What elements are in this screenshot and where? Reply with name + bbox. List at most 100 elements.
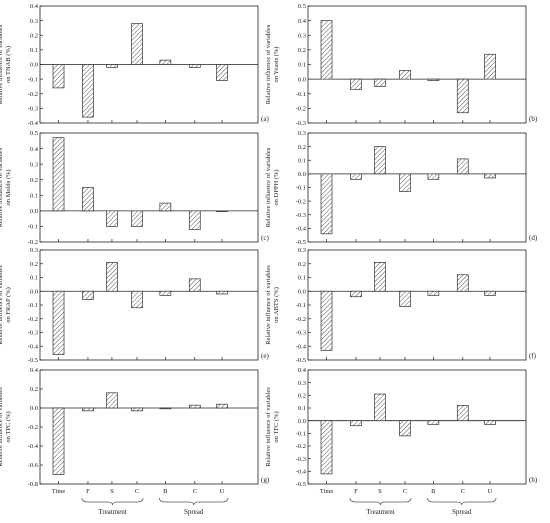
y-tick-label: -0.3 xyxy=(296,330,306,337)
y-tick-label: 0.2 xyxy=(298,393,306,400)
plot-frame xyxy=(307,369,527,485)
y-tick-label: -0.2 xyxy=(28,424,38,431)
group-brace xyxy=(427,497,497,506)
y-tick-label: 0.0 xyxy=(30,288,38,295)
y-tick-label: -0.1 xyxy=(296,185,306,192)
bar-f-1 xyxy=(82,290,94,300)
y-tick-label: 0.2 xyxy=(298,261,306,268)
y-tick-label: 0.1 xyxy=(30,275,38,282)
bar-b-4 xyxy=(427,420,440,425)
y-tick-label: -0.4 xyxy=(28,443,39,450)
bar-c-3 xyxy=(399,290,411,307)
y-tick-label: -0.2 xyxy=(296,198,306,205)
y-tick-label: -0.2 xyxy=(296,443,306,450)
y-tick-label: 0.3 xyxy=(30,18,38,25)
x-axis-right: Time F S C B C U Treatment Spread xyxy=(320,488,497,516)
y-tick-label: 0.3 xyxy=(298,130,306,137)
panel-letter: (a) xyxy=(261,115,269,123)
y-tick-label: -0.2 xyxy=(28,316,38,323)
y-tick-label: 0.5 xyxy=(30,130,38,137)
bar-c-5 xyxy=(456,405,469,422)
bar-s-2 xyxy=(374,78,386,87)
bar-time-0 xyxy=(52,290,65,355)
panel-letter: (h) xyxy=(529,476,538,484)
plot-frame xyxy=(307,132,527,243)
x-axis-left: Time F S C B C U Treatment Spread xyxy=(52,488,229,516)
bar-time-0 xyxy=(52,64,65,89)
y-tick-label: 0.3 xyxy=(298,380,306,387)
category-label: C xyxy=(403,488,407,495)
y-tick-label: -0.2 xyxy=(28,91,38,98)
bar-c-5 xyxy=(188,404,201,409)
y-tick-label: 0.2 xyxy=(30,32,38,39)
y-tick-label: 0.4 xyxy=(30,146,39,153)
y-axis-label: on TNAB (%) xyxy=(5,46,12,83)
y-tick-label: -0.6 xyxy=(28,462,39,469)
bar-b-4 xyxy=(159,407,172,410)
panel-f: -0.5 -0.4 -0.3 -0.2 -0.1 0.0 0.1 0.2 0.3 Relative… xyxy=(265,247,537,364)
panel-letter: (b) xyxy=(529,115,538,123)
bar-c-5 xyxy=(456,158,469,175)
category-label: S xyxy=(110,488,114,495)
y-tick-label: 0.4 xyxy=(298,367,307,374)
bar-f-1 xyxy=(350,78,362,90)
panel-d: -0.5 -0.4 -0.3 -0.2 -0.1 0.0 0.1 0.2 0.3 Relative… xyxy=(265,130,538,246)
y-tick-label: 0.0 xyxy=(30,405,38,412)
y-tick-label: -0.4 xyxy=(28,120,39,127)
y-tick-label: 0.4 xyxy=(30,3,39,10)
bar-b-4 xyxy=(159,202,172,212)
category-label: C xyxy=(461,488,465,495)
category-label: B xyxy=(163,488,168,495)
group-label: Treatment xyxy=(98,508,127,516)
bar-b-4 xyxy=(427,290,440,296)
bar-u-6 xyxy=(484,173,496,179)
category-label: U xyxy=(220,488,225,495)
y-tick-label: 0.0 xyxy=(298,288,306,295)
bar-c-5 xyxy=(456,78,469,114)
bar-u-6 xyxy=(216,64,228,81)
y-tick-label: -0.1 xyxy=(28,224,38,231)
bar-time-0 xyxy=(320,173,333,235)
panel-letter: (g) xyxy=(261,476,270,484)
y-tick-label: -0.3 xyxy=(28,330,38,337)
category-label: S xyxy=(378,488,382,495)
y-tick-label: 0.2 xyxy=(30,177,38,184)
bar-c-3 xyxy=(131,23,143,65)
panel-b: -0.3 -0.2 -0.1 0.0 0.1 0.2 0.3 0.4 0.5 Relative i… xyxy=(265,3,538,127)
bar-u-6 xyxy=(484,290,496,296)
bar-b-4 xyxy=(159,290,172,296)
y-tick-label: 0.5 xyxy=(298,3,306,10)
bar-time-0 xyxy=(320,20,333,80)
y-axis-label: Relative influence of variables xyxy=(0,265,4,345)
bar-time-0 xyxy=(52,137,65,212)
y-tick-label: -0.3 xyxy=(296,120,306,127)
panel-h: -0.5 -0.4 -0.3 -0.2 -0.1 0.0 0.1 0.2 0.3 0.4 Relat… xyxy=(265,367,538,488)
y-axis-label: on Yeasts (%) xyxy=(273,47,280,83)
group-label: Treatment xyxy=(366,508,395,516)
y-tick-label: 0.1 xyxy=(298,157,306,164)
y-tick-label: 0.3 xyxy=(298,247,306,254)
y-tick-label: -0.2 xyxy=(296,316,306,323)
y-tick-label: 0.3 xyxy=(30,161,38,168)
bar-s-2 xyxy=(374,393,386,422)
category-label: C xyxy=(193,488,197,495)
bar-u-6 xyxy=(216,210,228,213)
bar-c-5 xyxy=(188,210,201,230)
panel-e: -0.5 -0.4 -0.3 -0.2 -0.1 0.0 0.1 0.2 0.3 Relative… xyxy=(0,247,269,364)
bar-f-1 xyxy=(350,173,362,180)
bar-s-2 xyxy=(374,262,386,292)
bar-time-0 xyxy=(320,290,333,351)
y-tick-label: 0.4 xyxy=(30,367,39,374)
y-axis-label: on DPPH (%) xyxy=(273,169,280,205)
y-tick-label: 0.2 xyxy=(298,47,306,54)
group-label: Spread xyxy=(184,508,204,516)
y-axis-label: on ABTS (%) xyxy=(273,287,280,323)
y-tick-label: -0.1 xyxy=(28,302,38,309)
plot-frame xyxy=(307,249,527,361)
y-tick-label: -0.1 xyxy=(296,431,306,438)
y-tick-label: -0.4 xyxy=(296,343,307,350)
plot-frame xyxy=(39,369,259,485)
y-tick-label: -0.5 xyxy=(296,239,306,246)
group-brace xyxy=(81,497,144,506)
